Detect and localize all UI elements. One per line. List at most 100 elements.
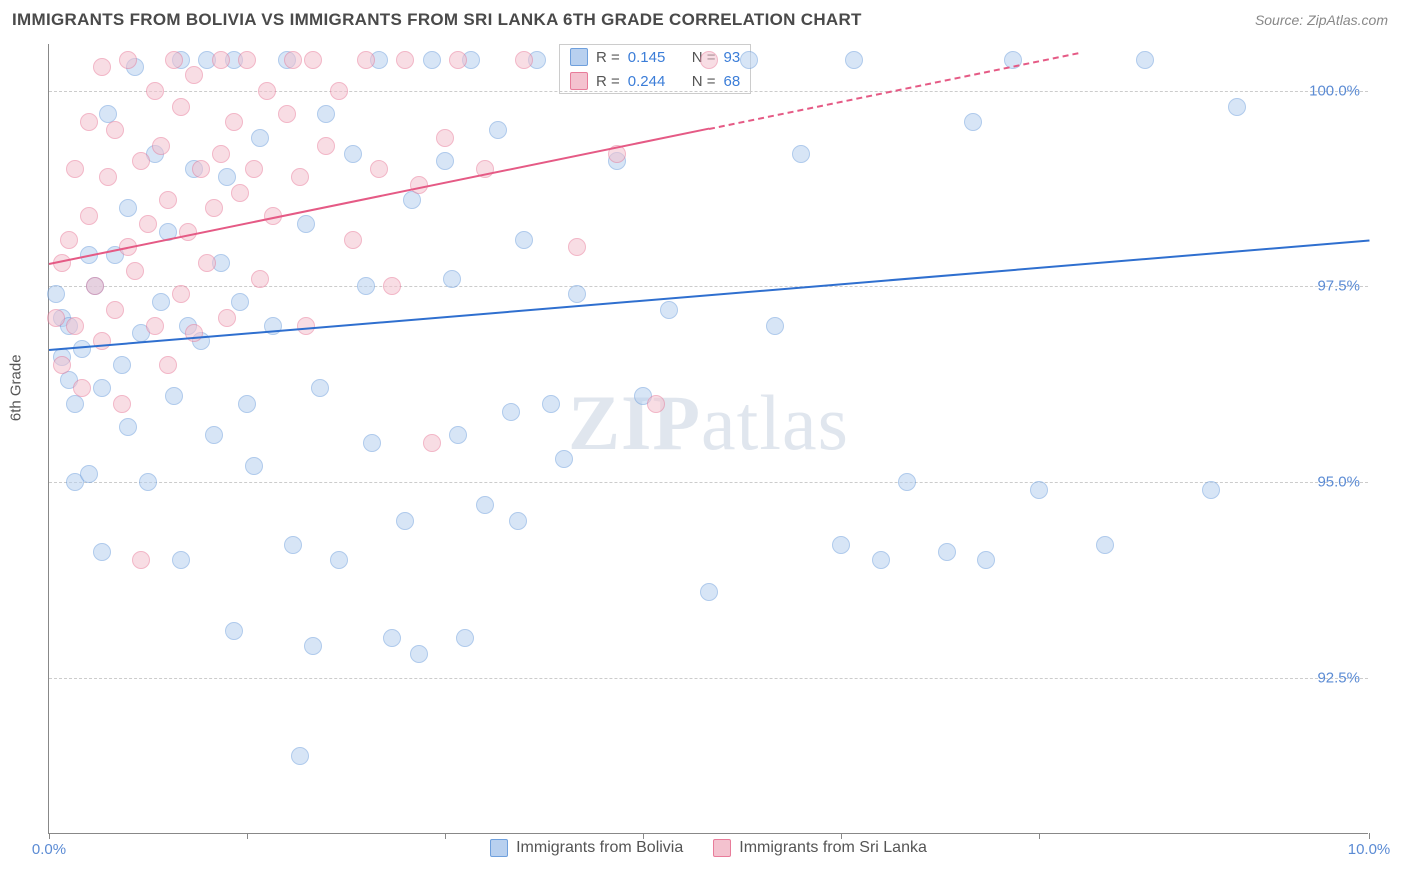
legend-item-srilanka: Immigrants from Sri Lanka: [713, 839, 927, 857]
data-point: [964, 113, 982, 131]
data-point: [443, 270, 461, 288]
scatter-chart: ZIPatlas R = 0.145 N = 93 R = 0.244 N = …: [48, 44, 1368, 834]
data-point: [317, 137, 335, 155]
data-point: [555, 450, 573, 468]
data-point: [80, 465, 98, 483]
data-point: [1228, 98, 1246, 116]
x-tick: [247, 833, 248, 839]
data-point: [278, 105, 296, 123]
data-point: [542, 395, 560, 413]
data-point: [106, 121, 124, 139]
data-point: [383, 277, 401, 295]
data-point: [317, 105, 335, 123]
data-point: [73, 379, 91, 397]
legend-row-bolivia: R = 0.145 N = 93: [560, 45, 750, 69]
data-point: [225, 622, 243, 640]
data-point: [139, 215, 157, 233]
data-point: [845, 51, 863, 69]
data-point: [119, 418, 137, 436]
x-tick: [49, 833, 50, 839]
data-point: [66, 395, 84, 413]
data-point: [99, 168, 117, 186]
data-point: [258, 82, 276, 100]
series-legend: Immigrants from Bolivia Immigrants from …: [49, 839, 1368, 857]
data-point: [898, 473, 916, 491]
data-point: [119, 199, 137, 217]
correlation-legend: R = 0.145 N = 93 R = 0.244 N = 68: [559, 44, 751, 94]
data-point: [126, 262, 144, 280]
data-point: [383, 629, 401, 647]
data-point: [113, 395, 131, 413]
data-point: [80, 207, 98, 225]
legend-item-bolivia: Immigrants from Bolivia: [490, 839, 683, 857]
data-point: [436, 152, 454, 170]
data-point: [152, 137, 170, 155]
data-point: [47, 285, 65, 303]
data-point: [60, 231, 78, 249]
data-point: [284, 536, 302, 554]
y-tick-label: 95.0%: [1317, 474, 1360, 491]
data-point: [291, 168, 309, 186]
data-point: [80, 113, 98, 131]
data-point: [344, 231, 362, 249]
data-point: [509, 512, 527, 530]
data-point: [86, 277, 104, 295]
data-point: [251, 270, 269, 288]
data-point: [152, 293, 170, 311]
data-point: [146, 82, 164, 100]
data-point: [159, 191, 177, 209]
data-point: [568, 238, 586, 256]
swatch-icon: [570, 48, 588, 66]
data-point: [938, 543, 956, 561]
data-point: [410, 645, 428, 663]
data-point: [311, 379, 329, 397]
data-point: [396, 512, 414, 530]
gridline: [49, 286, 1368, 287]
data-point: [93, 379, 111, 397]
data-point: [218, 309, 236, 327]
data-point: [330, 551, 348, 569]
data-point: [159, 356, 177, 374]
x-tick: [841, 833, 842, 839]
data-point: [185, 324, 203, 342]
data-point: [179, 223, 197, 241]
swatch-icon: [570, 72, 588, 90]
data-point: [700, 51, 718, 69]
data-point: [396, 51, 414, 69]
data-point: [515, 51, 533, 69]
data-point: [93, 58, 111, 76]
data-point: [218, 168, 236, 186]
x-tick: [643, 833, 644, 839]
gridline: [49, 482, 1368, 483]
data-point: [344, 145, 362, 163]
data-point: [113, 356, 131, 374]
data-point: [53, 356, 71, 374]
data-point: [291, 747, 309, 765]
data-point: [792, 145, 810, 163]
data-point: [766, 317, 784, 335]
data-point: [449, 51, 467, 69]
x-tick: [1039, 833, 1040, 839]
data-point: [1096, 536, 1114, 554]
data-point: [251, 129, 269, 147]
data-point: [502, 403, 520, 421]
data-point: [740, 51, 758, 69]
data-point: [93, 332, 111, 350]
data-point: [357, 277, 375, 295]
data-point: [139, 473, 157, 491]
legend-row-srilanka: R = 0.244 N = 68: [560, 69, 750, 93]
data-point: [172, 285, 190, 303]
chart-title: IMMIGRANTS FROM BOLIVIA VS IMMIGRANTS FR…: [12, 10, 862, 30]
data-point: [73, 340, 91, 358]
y-axis-label: 6th Grade: [8, 354, 25, 421]
data-point: [403, 191, 421, 209]
data-point: [132, 152, 150, 170]
data-point: [370, 160, 388, 178]
data-point: [165, 51, 183, 69]
data-point: [1202, 481, 1220, 499]
x-tick-label: 10.0%: [1348, 841, 1391, 858]
data-point: [185, 66, 203, 84]
data-point: [165, 387, 183, 405]
x-tick: [445, 833, 446, 839]
data-point: [66, 160, 84, 178]
